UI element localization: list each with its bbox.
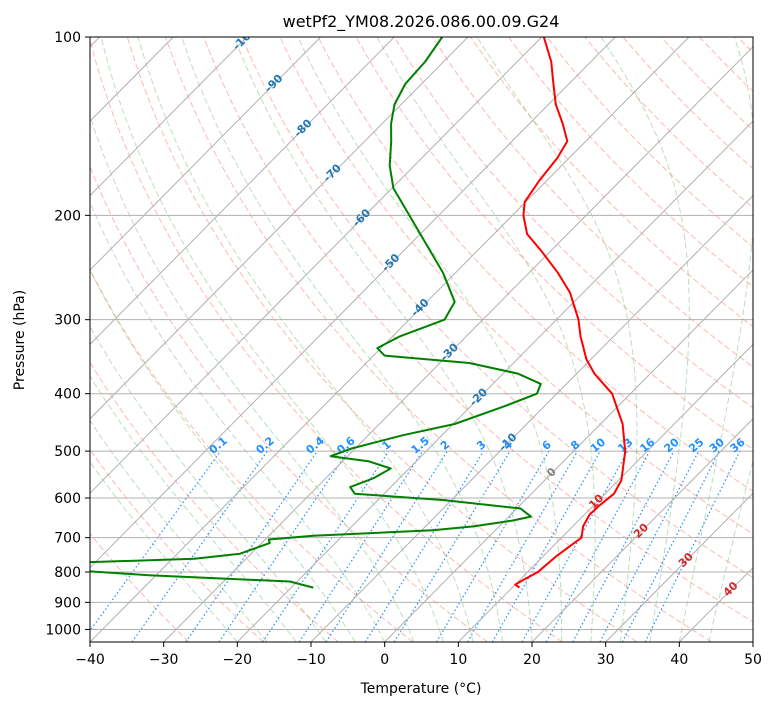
- moist-adiabat-line: [90, 325, 327, 642]
- mixing-ratio-line: [491, 450, 601, 642]
- dry-adiabat-line: [90, 164, 488, 642]
- x-tick-label: −40: [75, 652, 105, 668]
- y-axis: 100 200 300 400 500 600 700 800 900 1000: [45, 30, 90, 638]
- isotherm-line: [457, 343, 753, 642]
- isotherm-line: [605, 492, 753, 642]
- isotherm-line: [90, 37, 542, 494]
- mixing-ratio-line: [466, 450, 579, 642]
- x-tick-label: 20: [523, 652, 541, 668]
- dewpoint-profile-line: [90, 37, 542, 589]
- skewed-isotherms: [90, 37, 753, 642]
- x-tick-label: 0: [380, 652, 389, 668]
- mixing-ratio-line: [572, 450, 675, 642]
- y-axis-title: Pressure (hPa): [12, 290, 28, 390]
- moist-adiabat-line: [181, 37, 503, 642]
- moist-adiabat-line: [137, 37, 474, 642]
- y-tick-label: 1000: [45, 622, 81, 638]
- dry-adiabat-line: [165, 37, 712, 642]
- dry-adiabat-line: [126, 37, 638, 642]
- mixing-ratio-line: [435, 450, 550, 642]
- isotherm-line: [531, 418, 753, 642]
- moist-adiabat-line: [90, 461, 238, 642]
- y-tick-label: 600: [54, 491, 81, 507]
- x-tick-label: 10: [449, 652, 467, 668]
- isotherm-line: [90, 37, 616, 569]
- isotherm-line: [310, 194, 753, 642]
- isotherm-line: [90, 37, 395, 346]
- dry-adiabat-line: [90, 38, 563, 642]
- x-axis-title: Temperature (°C): [360, 681, 482, 697]
- x-tick-label: 30: [597, 652, 615, 668]
- dry-adiabat-line: [203, 37, 753, 623]
- y-tick-label: 100: [54, 30, 81, 46]
- x-tick-label: −10: [296, 652, 326, 668]
- dry-adiabat-line: [317, 37, 753, 493]
- x-tick-label: −30: [149, 652, 179, 668]
- isotherm-line: [236, 120, 753, 642]
- y-tick-label: 500: [54, 444, 81, 460]
- mixing-ratio-line: [393, 450, 511, 642]
- dry-adiabat-line: [393, 37, 753, 409]
- y-tick-label: 800: [54, 565, 81, 581]
- moist-adiabat-line: [600, 37, 690, 642]
- x-axis: −40 −30 −20 −10 0 10 20 30 40 50: [75, 642, 762, 668]
- dry-adiabat-line: [90, 532, 190, 642]
- mixing-ratio-line: [298, 450, 424, 642]
- y-tick-label: 700: [54, 531, 81, 547]
- plot-frame: [89, 36, 754, 643]
- moist-adiabat-line: [476, 37, 638, 642]
- isotherm-line: [384, 269, 753, 642]
- mixing-ratio-line: [325, 450, 448, 642]
- x-tick-label: 40: [670, 652, 688, 668]
- mixing-ratio-line: [90, 450, 222, 632]
- isotherm-line: [90, 37, 690, 642]
- x-tick-label: −20: [223, 652, 253, 668]
- moist-adiabat-line: [376, 37, 596, 642]
- mixing-ratio-line: [185, 450, 318, 642]
- isotherm-line: [90, 37, 248, 197]
- dry-adiabat-line: [470, 37, 753, 328]
- sounding-profiles: [90, 37, 627, 589]
- moist-adiabat-line: [297, 37, 562, 642]
- x-tick-label: 50: [744, 652, 762, 668]
- mixing-ratio-line: [521, 450, 629, 642]
- y-tick-label: 300: [54, 313, 81, 329]
- moist-adiabat-line: [90, 419, 268, 642]
- dry-adiabats: [90, 37, 753, 642]
- y-tick-label: 200: [54, 208, 81, 224]
- moist-adiabat-line: [678, 37, 753, 642]
- moist-adiabat-line: [233, 37, 533, 642]
- temperature-profile-line: [514, 37, 627, 589]
- isotherm-line: [90, 37, 469, 420]
- y-tick-label: 400: [54, 387, 81, 403]
- mixing-ratio-line: [218, 450, 349, 642]
- mixing-ratio-line: [364, 450, 485, 642]
- dry-adiabat-line: [90, 361, 339, 642]
- y-tick-label: 900: [54, 595, 81, 611]
- dry-adiabat-line: [355, 37, 753, 450]
- pressure-gridlines: [90, 37, 753, 630]
- isotherm-line: [163, 46, 753, 642]
- moist-adiabat-line: [90, 268, 356, 642]
- chart-title: wetPf2_YM08.2026.086.00.09.G24: [283, 12, 560, 32]
- moist-adiabat-line: [100, 37, 445, 642]
- isotherm-line: [90, 37, 321, 271]
- moist-adiabat-line: [90, 375, 297, 642]
- mixing-ratio-line: [131, 450, 268, 642]
- moist-adiabat-line: [90, 201, 386, 642]
